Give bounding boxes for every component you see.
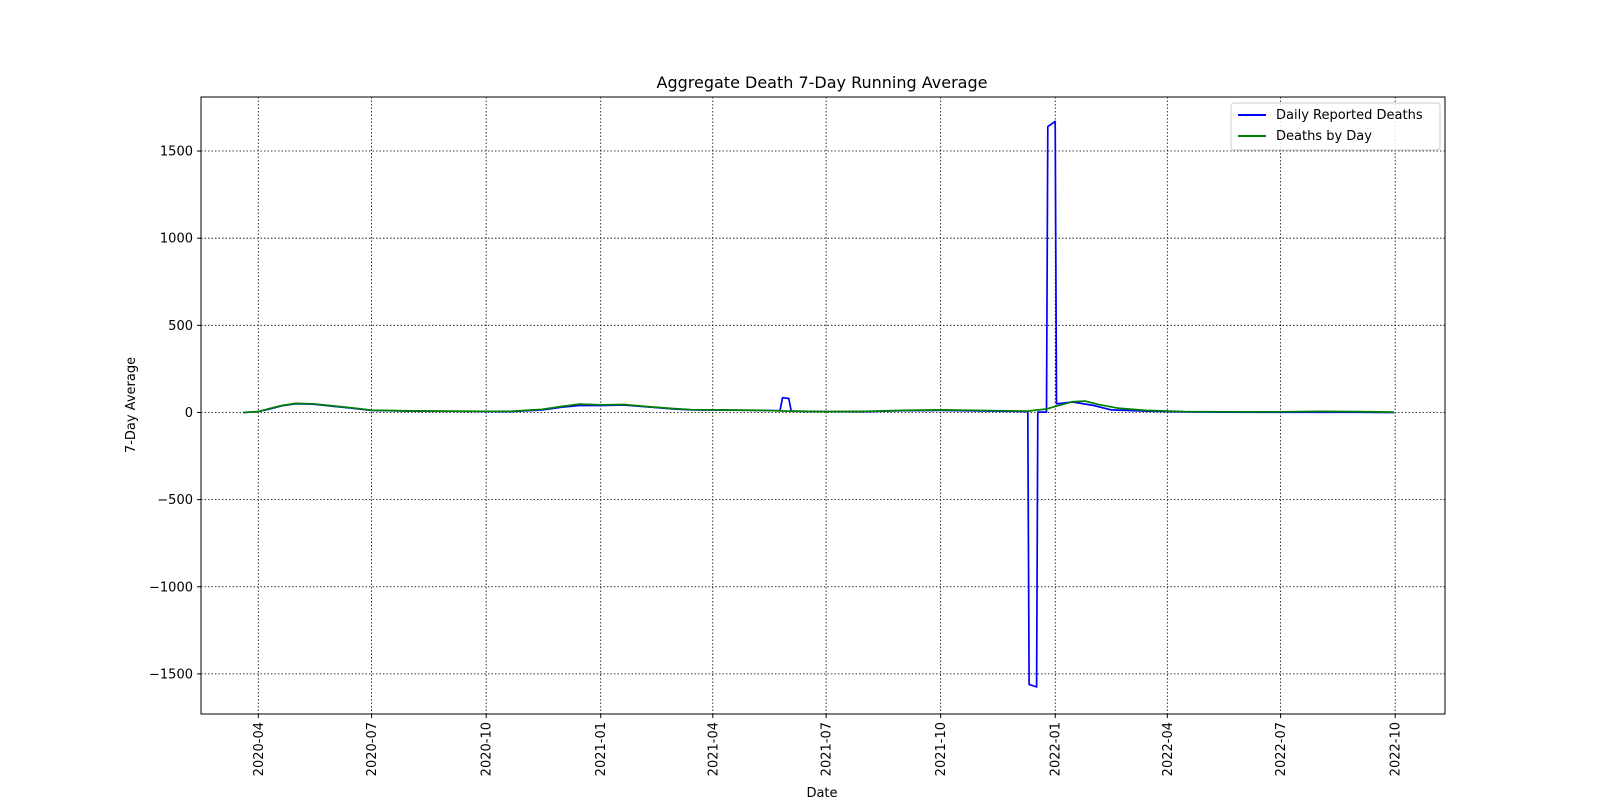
y-tick-label: 500 bbox=[168, 319, 193, 334]
series-layer bbox=[243, 120, 1394, 688]
x-tick-label: 2021-04 bbox=[706, 722, 721, 776]
series-line bbox=[243, 120, 1394, 688]
grid bbox=[201, 97, 1445, 714]
series-line bbox=[243, 400, 1394, 414]
y-tick-label: −1500 bbox=[149, 667, 193, 682]
plot-frame bbox=[200, 96, 1446, 715]
chart-title: Aggregate Death 7-Day Running Average bbox=[657, 73, 988, 92]
x-tick-label: 2020-04 bbox=[252, 722, 267, 776]
legend-label: Daily Reported Deaths bbox=[1276, 108, 1423, 123]
x-tick-label: 2020-10 bbox=[480, 722, 495, 776]
x-tick-label: 2022-04 bbox=[1161, 722, 1176, 776]
y-tick-label: −500 bbox=[157, 493, 193, 508]
x-tick-label: 2020-07 bbox=[365, 722, 380, 776]
x-tick-label: 2021-10 bbox=[934, 722, 949, 776]
x-tick-label: 2021-01 bbox=[594, 722, 609, 776]
legend: Daily Reported Deaths Deaths by Day bbox=[1230, 102, 1441, 151]
x-axis-label: Date bbox=[806, 786, 837, 800]
x-tick-label: 2022-10 bbox=[1389, 722, 1404, 776]
legend-box bbox=[1230, 102, 1441, 151]
y-tick-label: −1000 bbox=[149, 580, 193, 595]
y-axis-label: 7-Day Average bbox=[124, 357, 139, 453]
y-tick-label: 1500 bbox=[160, 145, 193, 160]
legend-label: Deaths by Day bbox=[1276, 129, 1372, 144]
y-tick-label: 1000 bbox=[160, 232, 193, 247]
y-tick-label: 0 bbox=[185, 406, 193, 421]
x-axis-ticks: 2020-04 2020-07 2020-10 2021-01 2021-04 2021-… bbox=[252, 714, 1404, 776]
x-tick-label: 2021-07 bbox=[820, 722, 835, 776]
x-tick-label: 2022-07 bbox=[1274, 722, 1289, 776]
x-tick-label: 2022-01 bbox=[1049, 722, 1064, 776]
y-axis-ticks: −1500 −1000 −500 0 500 1000 1500 bbox=[149, 145, 201, 682]
